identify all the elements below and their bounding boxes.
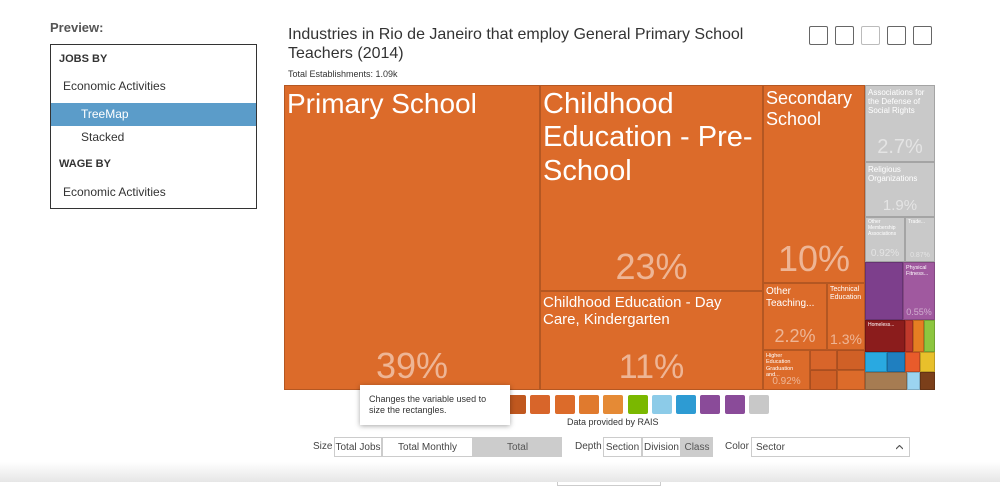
- depth-label: Depth: [575, 441, 602, 452]
- tile-value: 11%: [618, 348, 685, 386]
- menu-group-title: JOBS BY: [59, 53, 108, 65]
- treemap-tile-small: [907, 372, 920, 390]
- color-select[interactable]: Sector: [751, 437, 910, 457]
- menu-group-title: WAGE BY: [59, 158, 111, 170]
- tile-value: 2.2%: [774, 326, 816, 346]
- treemap: Primary School 39% Childhood Education - P…: [284, 85, 935, 390]
- size-label: Size: [313, 441, 333, 452]
- settings-button[interactable]: [913, 26, 932, 45]
- tile-label: Higher Education Graduation and...: [766, 353, 794, 378]
- treemap-tile-small: [887, 352, 905, 372]
- tile-label: Secondary School: [766, 88, 853, 129]
- sector-icon[interactable]: [724, 395, 745, 414]
- tile-value: 0.55%: [906, 307, 932, 317]
- save-button[interactable]: [835, 26, 854, 45]
- depth-option[interactable]: Section: [603, 437, 642, 457]
- tile-label: Childhood Education - Pre-School: [543, 88, 753, 187]
- tile-value: 0.92%: [772, 376, 801, 387]
- tile-label: Physical Fitness...: [906, 265, 929, 278]
- tile-label: Other Membership Associations: [868, 219, 897, 237]
- tile-value: 10%: [777, 238, 851, 279]
- treemap-tile-small: [865, 352, 887, 372]
- treemap-tile: Other Membership Associations 0.92%: [865, 217, 905, 262]
- tile-label: Other Teaching...: [766, 286, 815, 309]
- treemap-tile-small: [837, 350, 865, 370]
- treemap-tile-small: [924, 320, 935, 352]
- sector-icon[interactable]: [530, 395, 551, 414]
- sector-icon[interactable]: [554, 395, 575, 414]
- sector-icon[interactable]: [676, 395, 697, 414]
- menu-item[interactable]: Economic Activities: [63, 185, 166, 199]
- bottom-shadow: [0, 462, 1000, 482]
- treemap-tile-small: [905, 352, 920, 372]
- tile-label: Homeless...: [868, 322, 895, 328]
- star-button[interactable]: [861, 26, 880, 45]
- treemap-tile: Secondary School 10%: [763, 85, 865, 283]
- menu-item-selected[interactable]: TreeMap: [51, 103, 256, 126]
- tile-label: Technical Education: [830, 286, 862, 302]
- tile-value: 1.3%: [830, 331, 862, 347]
- refresh-button[interactable]: [809, 26, 828, 45]
- treemap-tile: Childhood Education - Day Care, Kinderga…: [540, 291, 763, 390]
- treemap-tile-small: [810, 370, 837, 390]
- source-note: Data provided by RAIS: [567, 417, 659, 427]
- chart-title: Industries in Rio de Janeiro that employ…: [288, 26, 744, 62]
- treemap-tile: Physical Fitness... 0.55%: [903, 262, 935, 320]
- treemap-tile: Primary School 39%: [284, 85, 540, 390]
- share-button[interactable]: [887, 26, 906, 45]
- sector-icon[interactable]: [627, 395, 648, 414]
- treemap-tile: Trade... 0.87%: [905, 217, 935, 262]
- depth-option[interactable]: Division: [642, 437, 681, 457]
- treemap-tile-small: [920, 372, 935, 390]
- treemap-tile: Higher Education Graduation and... 0.92%: [763, 350, 810, 390]
- tile-value: 0.92%: [870, 248, 900, 259]
- treemap-tile: Associations for the Defense of Social R…: [865, 85, 935, 162]
- size-option[interactable]: Total Jobs: [334, 437, 382, 457]
- tile-value: 39%: [375, 345, 449, 386]
- treemap-tile-small: [913, 320, 924, 352]
- sector-icon[interactable]: [603, 395, 624, 414]
- tooltip: Changes the variable used to size the re…: [360, 385, 510, 425]
- treemap-tile: Other Teaching... 2.2%: [763, 283, 827, 350]
- sector-icon[interactable]: [749, 395, 769, 414]
- sector-icon[interactable]: [651, 395, 672, 414]
- depth-option-active[interactable]: Class: [681, 437, 713, 457]
- tile-value: 23%: [615, 246, 688, 287]
- treemap-tile-small: [905, 320, 913, 352]
- treemap-tile-small: [810, 350, 837, 370]
- preview-heading: Preview:: [50, 20, 104, 35]
- preview-menu: JOBS BY Economic Activities TreeMap Stac…: [50, 44, 257, 209]
- sector-icon[interactable]: [578, 395, 599, 414]
- tile-value: 2.7%: [877, 136, 923, 158]
- treemap-tile-small: [865, 262, 903, 320]
- size-option-active[interactable]: Total Establishments: [473, 437, 562, 473]
- size-option[interactable]: Total Monthly Wages: [382, 437, 473, 473]
- tile-label: Trade...: [908, 219, 926, 225]
- treemap-tile: Technical Education 1.3%: [827, 283, 865, 350]
- treemap-tile: Homeless...: [865, 320, 905, 352]
- treemap-tile: Childhood Education - Pre-School 23%: [540, 85, 763, 291]
- tile-label: Associations for the Defense of Social R…: [868, 88, 925, 116]
- tile-label: Religious Organizations: [868, 165, 918, 184]
- tooltip-text: Changes the variable used to size the re…: [369, 394, 487, 415]
- tile-value: 0.87%: [910, 252, 930, 259]
- color-label: Color: [725, 441, 749, 452]
- color-select-value: Sector: [756, 442, 785, 453]
- treemap-tile: Religious Organizations 1.9%: [865, 162, 935, 217]
- menu-item[interactable]: Economic Activities: [63, 79, 166, 93]
- treemap-tile-small: [865, 372, 907, 390]
- treemap-tile-small: [920, 352, 935, 372]
- select-caret: [896, 445, 903, 450]
- tile-label: Childhood Education - Day Care, Kinderga…: [543, 294, 722, 329]
- chart-subtitle: Total Establishments: 1.09k: [288, 69, 398, 79]
- menu-item[interactable]: Stacked: [81, 130, 125, 144]
- tile-value: 1.9%: [882, 197, 918, 214]
- sector-icon[interactable]: [506, 395, 526, 414]
- tile-label: Primary School: [287, 88, 477, 119]
- sector-icon[interactable]: [700, 395, 721, 414]
- treemap-tile-small: [837, 370, 865, 390]
